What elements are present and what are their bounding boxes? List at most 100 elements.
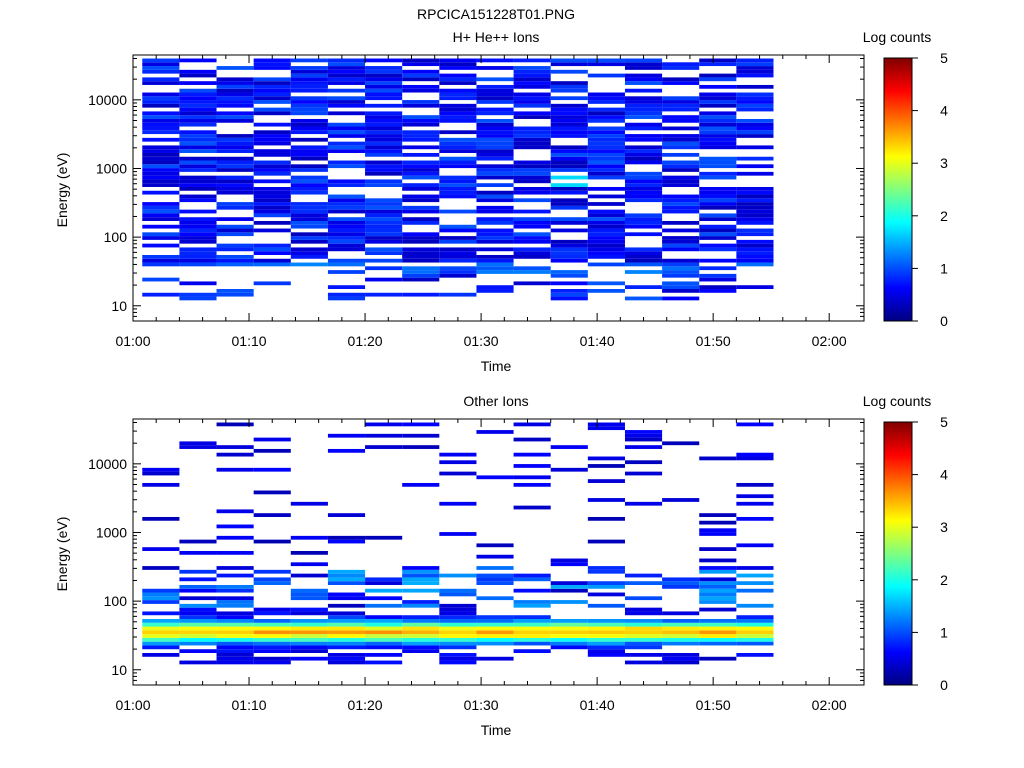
heatmap-cell [513, 630, 551, 635]
heatmap-cell [624, 126, 663, 131]
heatmap-cell [142, 618, 180, 623]
heatmap-cell [476, 289, 514, 293]
colorbar-tick-label: 5 [940, 50, 948, 66]
heatmap-cell [439, 77, 477, 82]
heatmap-cell [142, 118, 180, 123]
heatmap-cell [402, 634, 440, 638]
heatmap-cell [550, 581, 588, 585]
heatmap-cell [253, 437, 291, 442]
heatmap-cell [513, 209, 551, 214]
heatmap-cell [587, 213, 625, 218]
heatmap-cell [290, 77, 328, 82]
heatmap-cell [253, 130, 291, 135]
heatmap-cell [253, 262, 291, 267]
heatmap-cell [624, 152, 663, 157]
colorbar-tick-label: 1 [940, 624, 948, 640]
heatmap-cell [699, 122, 737, 127]
heatmap-cell [365, 239, 403, 244]
heatmap-cell [179, 103, 217, 108]
heatmap-cell [513, 66, 551, 70]
heatmap-cell [327, 96, 366, 101]
heatmap-cell [327, 292, 366, 297]
heatmap-cell [439, 236, 477, 240]
heatmap-cell [179, 58, 217, 63]
heatmap-cell [624, 134, 663, 138]
heatmap-cell [365, 445, 403, 449]
heatmap-cell [179, 220, 217, 225]
x-axis-label: Time [481, 722, 512, 738]
heatmap-cell [179, 660, 217, 665]
heatmap-cell [179, 168, 217, 172]
heatmap-cell [179, 247, 217, 252]
heatmap-cell [624, 103, 663, 108]
heatmap-cell [439, 115, 477, 119]
heatmap-cell [587, 498, 625, 502]
heatmap-cell [513, 217, 551, 221]
heatmap-cell [587, 168, 625, 172]
heatmap-cell [327, 626, 366, 631]
heatmap-cell [402, 637, 440, 642]
heatmap-cell [365, 149, 403, 153]
heatmap-cell [290, 247, 328, 252]
heatmap-cell [179, 569, 217, 574]
heatmap-cell [587, 175, 625, 180]
heatmap-cell [290, 183, 328, 187]
heatmap-cell [476, 622, 514, 627]
heatmap-cell [290, 637, 328, 642]
heatmap-cell [550, 239, 588, 244]
colorbar-ticks: 0 1 2 3 4 5 [912, 50, 948, 329]
heatmap-cell [179, 622, 217, 627]
heatmap-cell [216, 634, 254, 638]
heatmap-cell [699, 126, 737, 131]
heatmap-cell [216, 160, 254, 165]
heatmap-cell [142, 168, 180, 172]
heatmap-cell [736, 122, 774, 127]
heatmap-cell [142, 69, 180, 74]
heatmap-cell [290, 626, 328, 631]
heatmap-cell [476, 58, 514, 63]
heatmap-cell [550, 145, 588, 150]
heatmap-cell [402, 115, 440, 119]
heatmap-cell [253, 77, 291, 82]
heatmap-cell [736, 452, 774, 457]
heatmap-cell [327, 100, 366, 104]
heatmap-cell [179, 96, 217, 101]
heatmap-cell [587, 637, 625, 642]
heatmap-cell [402, 62, 440, 67]
heatmap-cell [402, 273, 440, 278]
heatmap-cell [142, 175, 180, 180]
heatmap-cell [142, 92, 180, 97]
heatmap-cell [142, 596, 180, 601]
heatmap-cell [587, 243, 625, 248]
heatmap-cell [587, 464, 625, 468]
heatmap-cell [513, 281, 551, 286]
heatmap-cell [587, 626, 625, 631]
heatmap-cell [179, 637, 217, 642]
heatmap-cell [587, 92, 625, 97]
heatmap-cell [699, 228, 737, 233]
heatmap-cell [179, 100, 217, 104]
heatmap-cell [402, 73, 440, 78]
heatmap-cell [216, 96, 254, 101]
heatmap-cell [624, 100, 663, 104]
heatmap-cell [662, 100, 700, 104]
heatmap-cell [439, 130, 477, 135]
heatmap-cell [253, 160, 291, 165]
heatmap-cell [624, 224, 663, 229]
heatmap-cell [327, 149, 366, 153]
heatmap-cell [699, 520, 737, 525]
heatmap-cell [290, 535, 328, 540]
heatmap-cell [142, 588, 180, 593]
heatmap-cell [699, 588, 737, 593]
heatmap-cell [439, 137, 477, 142]
heatmap-cell [439, 62, 477, 67]
heatmap-cell [699, 600, 737, 604]
heatmap-cell [550, 258, 588, 263]
heatmap-cell [624, 73, 663, 78]
heatmap-cell [290, 239, 328, 244]
heatmap-cell [439, 607, 477, 612]
heatmap-cell [662, 270, 700, 274]
heatmap-cell [327, 634, 366, 638]
heatmap-cell [624, 433, 663, 438]
heatmap-cell [365, 236, 403, 240]
